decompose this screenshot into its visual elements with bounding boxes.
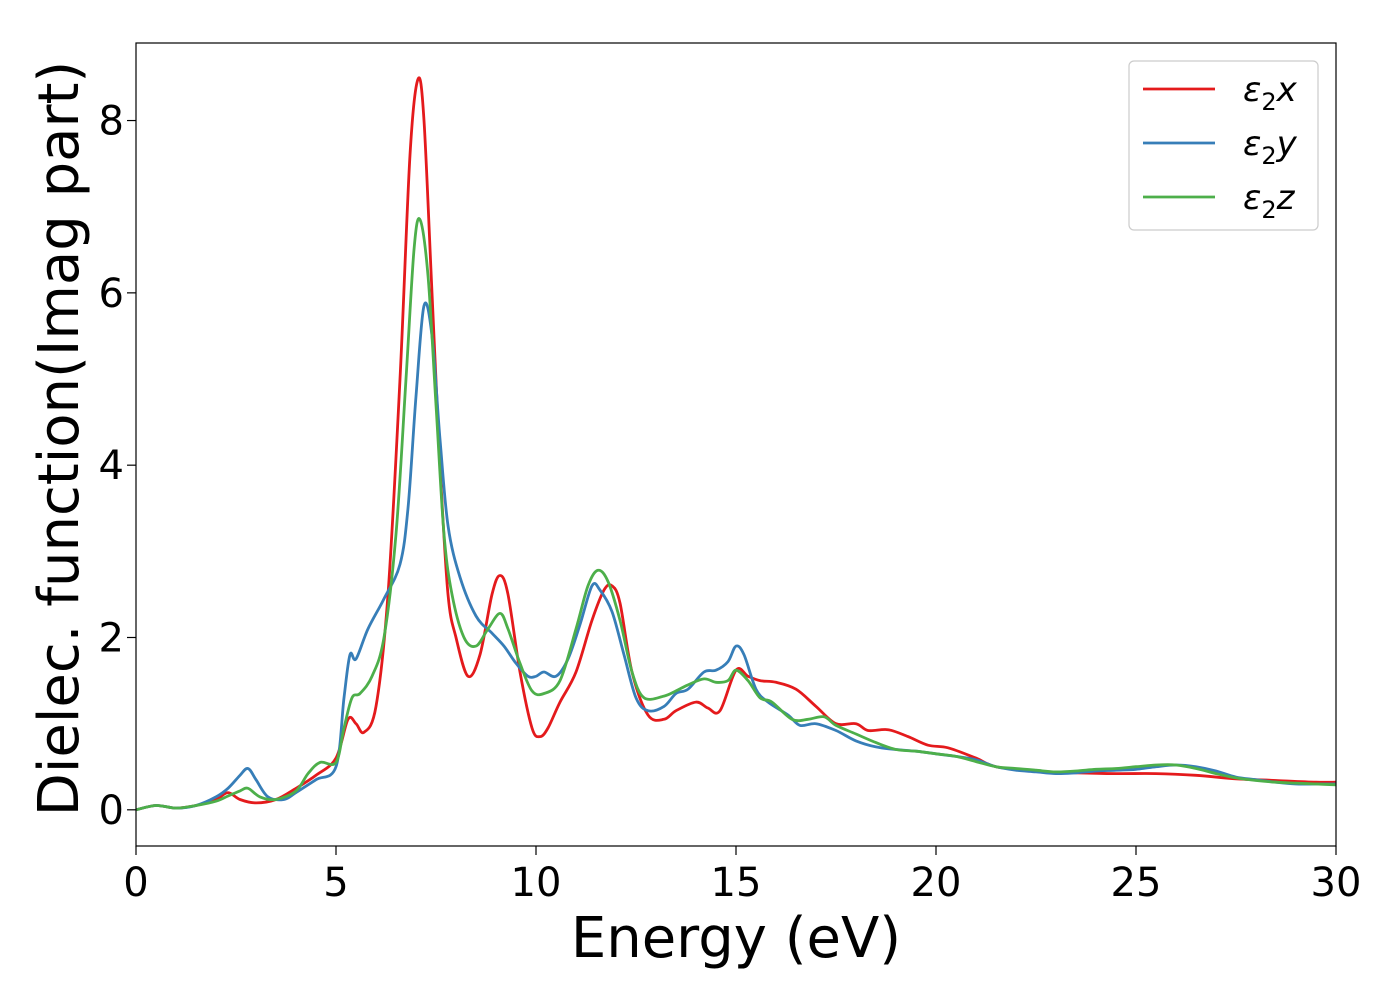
x-tick-label: 20 (911, 860, 962, 906)
x-tick-label: 15 (711, 860, 762, 906)
y-tick-label: 4 (99, 443, 124, 489)
x-tick-label: 30 (1311, 860, 1362, 906)
x-tick-label: 5 (323, 860, 348, 906)
y-tick-label: 0 (99, 788, 124, 834)
legend-label-y: ε2y (1243, 124, 1298, 170)
y-axis: 0 2 4 6 8 (99, 99, 136, 834)
x-axis-label: Energy (eV) (571, 906, 901, 971)
y-axis-label: Dielec. function(Imag part) (27, 61, 92, 817)
legend-label-x: ε2x (1243, 70, 1298, 116)
legend-label-z: ε2z (1243, 178, 1296, 224)
y-tick-label: 8 (99, 99, 124, 145)
legend: ε2x ε2y ε2z (1128, 60, 1319, 231)
y-tick-label: 6 (99, 271, 124, 317)
x-tick-label: 10 (511, 860, 562, 906)
series-layer (135, 76, 1337, 812)
x-tick-label: 0 (123, 860, 148, 906)
y-tick-label: 2 (99, 615, 124, 661)
x-axis: 0 5 10 15 20 25 30 (123, 846, 1361, 906)
series-line-z (135, 217, 1337, 812)
x-tick-label: 25 (1111, 860, 1162, 906)
series-line-y (135, 301, 1336, 812)
legend-frame (1128, 60, 1319, 231)
series-line-x (135, 76, 1337, 812)
